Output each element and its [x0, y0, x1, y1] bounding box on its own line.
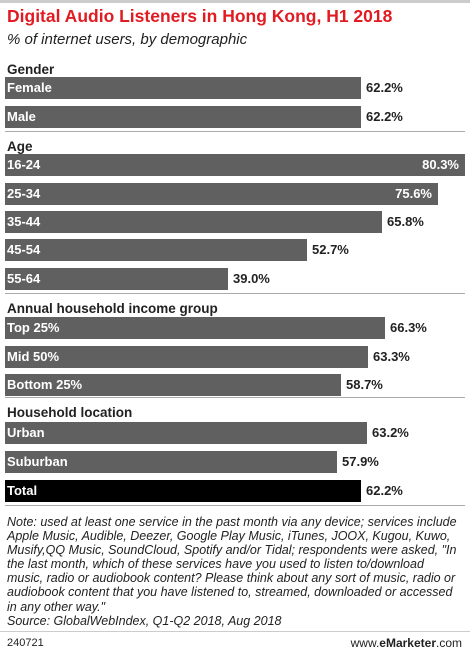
value-label-suburban: 57.9% — [342, 454, 379, 469]
top-rule — [0, 0, 470, 3]
value-label-45-54: 52.7% — [312, 242, 349, 257]
bar-label-55-64: 55-64 — [7, 271, 41, 286]
bar-45-54 — [5, 239, 307, 261]
bar-female — [5, 77, 361, 99]
footer-rule — [0, 631, 470, 632]
bar-top-25pct — [5, 317, 385, 339]
divider — [5, 505, 465, 506]
value-label-25-34: 75.6% — [395, 186, 432, 201]
bar-label-suburban: Suburban — [7, 454, 68, 469]
source-text: Source: GlobalWebIndex, Q1-Q2 2018, Aug … — [7, 613, 282, 628]
note-text: Note: used at least one service in the p… — [7, 515, 457, 614]
bar-mid-50pct — [5, 346, 368, 368]
bar-total — [5, 480, 361, 502]
bar-label-16-24: 16-24 — [7, 157, 41, 172]
brand-prefix: www. — [350, 636, 380, 650]
bar-label-top-25pct: Top 25% — [7, 320, 60, 335]
chart-note: Note: used at least one service in the p… — [7, 515, 462, 628]
chart-subtitle: % of internet users, by demographic — [7, 31, 248, 48]
bar-label-urban: Urban — [7, 425, 45, 440]
brand-logo: www.eMarketer.com — [351, 636, 462, 650]
brand-suffix: .com — [435, 636, 462, 650]
bar-label-total: Total — [7, 483, 38, 498]
bar-label-35-44: 35-44 — [7, 214, 41, 229]
bar-label-45-54: 45-54 — [7, 242, 41, 257]
bar-male — [5, 106, 361, 128]
bar-16-24 — [5, 154, 465, 176]
divider — [5, 293, 465, 294]
bar-label-male: Male — [7, 109, 36, 124]
value-label-16-24: 80.3% — [422, 157, 459, 172]
value-label-female: 62.2% — [366, 80, 403, 95]
value-label-urban: 63.2% — [372, 425, 409, 440]
value-label-35-44: 65.8% — [387, 214, 424, 229]
brand-name: eMarketer — [379, 636, 436, 650]
divider — [5, 397, 465, 398]
value-label-55-64: 39.0% — [233, 271, 270, 286]
value-label-bottom-25pct: 58.7% — [346, 377, 383, 392]
group-label-age: Age — [7, 139, 33, 154]
group-label-household-location: Household location — [7, 405, 133, 420]
bar-label-mid-50pct: Mid 50% — [7, 349, 60, 364]
group-label-annual-household-income-group: Annual household income group — [7, 301, 218, 316]
bar-bottom-25pct — [5, 374, 341, 396]
divider — [5, 131, 465, 132]
group-label-gender: Gender — [7, 62, 55, 77]
bar-label-bottom-25pct: Bottom 25% — [7, 377, 83, 392]
bar-label-25-34: 25-34 — [7, 186, 41, 201]
value-label-top-25pct: 66.3% — [390, 320, 427, 335]
bar-55-64 — [5, 268, 228, 290]
bar-25-34 — [5, 183, 438, 205]
bar-label-female: Female — [7, 80, 52, 95]
bar-urban — [5, 422, 367, 444]
value-label-mid-50pct: 63.3% — [373, 349, 410, 364]
bar-suburban — [5, 451, 337, 473]
bar-35-44 — [5, 211, 382, 233]
chart-id: 240721 — [7, 637, 44, 649]
value-label-total: 62.2% — [366, 483, 403, 498]
value-label-male: 62.2% — [366, 109, 403, 124]
chart-title: Digital Audio Listeners in Hong Kong, H1… — [7, 6, 393, 26]
